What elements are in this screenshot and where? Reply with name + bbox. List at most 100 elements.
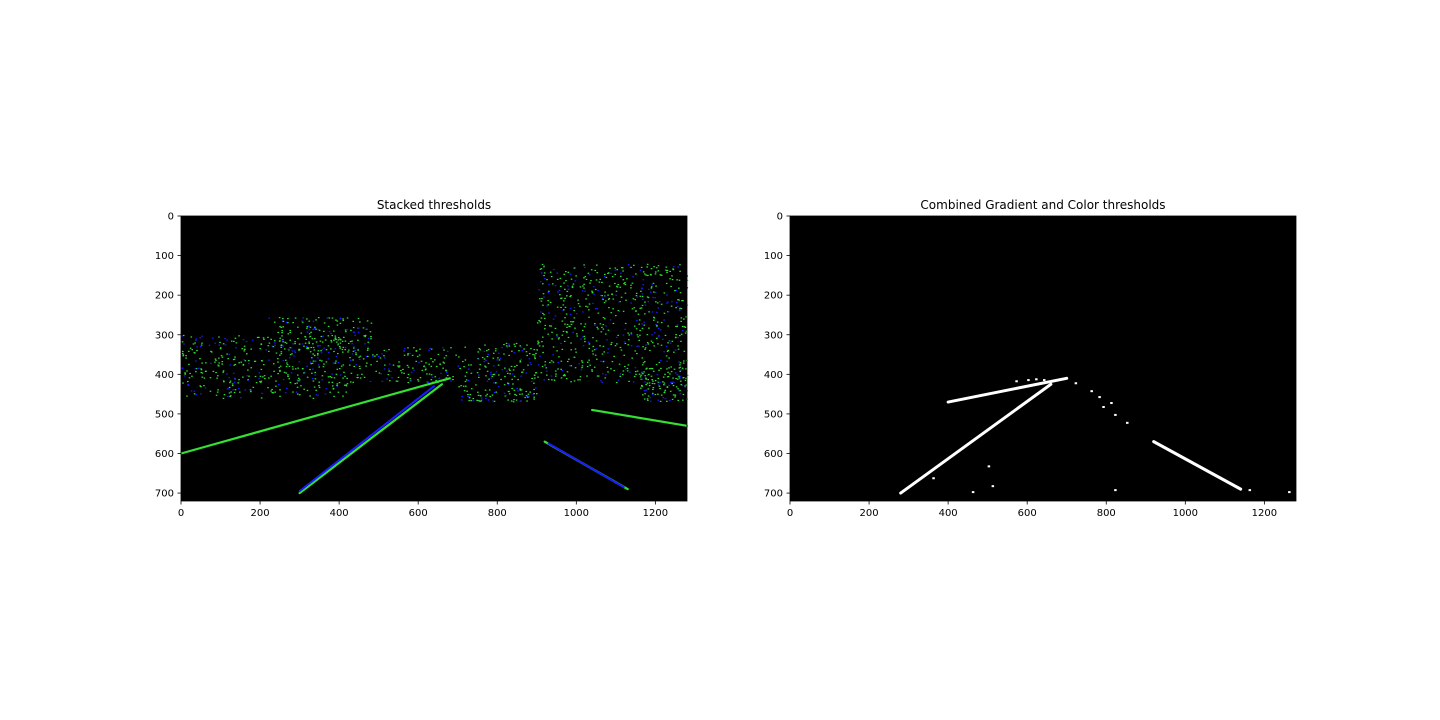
edge-speckle [511,378,513,380]
edge-speckle [320,352,323,354]
edge-speckle [647,388,650,390]
edge-speckle [624,322,627,325]
edge-speckle [356,374,359,376]
edge-speckle [648,368,651,370]
edge-speckle [546,279,548,281]
edge-speckle [652,282,655,284]
chart-title: Combined Gradient and Color thresholds [920,198,1165,212]
edge-speckle [195,393,197,396]
edge-speckle [321,360,323,362]
edge-speckle [645,378,648,380]
edge-speckle [287,333,290,335]
edge-speckle [486,393,489,395]
edge-speckle [499,357,502,359]
edge-speckle [428,373,431,375]
edge-speckle [660,321,663,324]
x-tick-label: 0 [787,508,793,519]
edge-speckle [432,361,434,363]
edge-speckle [297,380,300,382]
edge-speckle [240,361,243,363]
edge-speckle [574,327,576,329]
edge-speckle [544,364,546,366]
edge-speckle [279,365,282,367]
edge-speckle [381,353,383,355]
edge-speckle [679,364,681,366]
edge-speckle [413,347,415,349]
edge-speckle [297,367,299,369]
edge-speckle [532,353,534,356]
edge-speckle [365,355,368,358]
edge-speckle [636,352,638,355]
edge-speckle [674,349,677,351]
edge-speckle [419,348,421,350]
edge-speckle [526,395,528,397]
edge-speckle [583,326,586,328]
edge-speckle [238,335,240,337]
edge-speckle [508,343,510,345]
edge-speckle [281,330,284,332]
edge-speckle [237,382,240,384]
edge-speckle [320,335,323,338]
edge-speckle [385,350,388,353]
edge-speckle [497,374,500,376]
edge-speckle [556,336,559,338]
edge-speckle [346,383,349,385]
edge-speckle [367,348,369,350]
edge-speckle [678,367,681,369]
edge-speckle [334,335,337,337]
edge-speckle [511,387,513,390]
edge-speckle [277,331,280,334]
edge-speckle [641,378,644,380]
edge-speckle [296,379,299,381]
edge-speckle [657,307,659,309]
edge-speckle [671,398,674,401]
edge-speckle [618,310,621,312]
edge-speckle [535,352,537,355]
edge-speckle [294,368,297,370]
edge-speckle [592,345,595,348]
edge-speckle [290,372,293,374]
edge-speckle [259,348,262,350]
edge-speckle [274,344,276,346]
edge-speckle [467,379,470,382]
edge-speckle [558,337,560,339]
edge-speckle [657,270,660,272]
edge-speckle [462,360,464,363]
y-tick-label: 300 [764,330,783,341]
y-tick-label: 300 [155,330,174,341]
edge-speckle [306,365,308,367]
edge-speckle [313,349,316,351]
edge-speckle [342,377,344,379]
edge-speckle [443,349,445,351]
edge-speckle [347,342,350,345]
edge-speckle [379,357,382,359]
edge-speckle [342,319,345,322]
edge-speckle [630,287,632,289]
edge-speckle [344,349,347,351]
edge-speckle [493,400,496,402]
edge-speckle [277,361,279,363]
edge-speckle [665,282,668,285]
edge-speckle [609,319,612,321]
edge-speckle [570,349,573,351]
edge-speckle [646,341,649,344]
edge-speckle [663,382,666,384]
edge-speckle [642,271,645,273]
edge-speckle [211,337,214,339]
edge-speckle [640,387,642,389]
edge-speckle [327,335,330,337]
edge-speckle [189,347,192,349]
edge-speckle [271,345,274,347]
edge-speckle [311,372,313,374]
edge-speckle [673,368,676,370]
edge-speckle [328,317,331,319]
edge-speckle [604,377,607,379]
edge-speckle [651,382,654,385]
edge-speckle [537,342,540,344]
edge-speckle [672,268,674,270]
edge-speckle [229,381,231,384]
edge-speckle [546,374,548,376]
edge-speckle [199,337,202,339]
edge-speckle [440,372,442,374]
